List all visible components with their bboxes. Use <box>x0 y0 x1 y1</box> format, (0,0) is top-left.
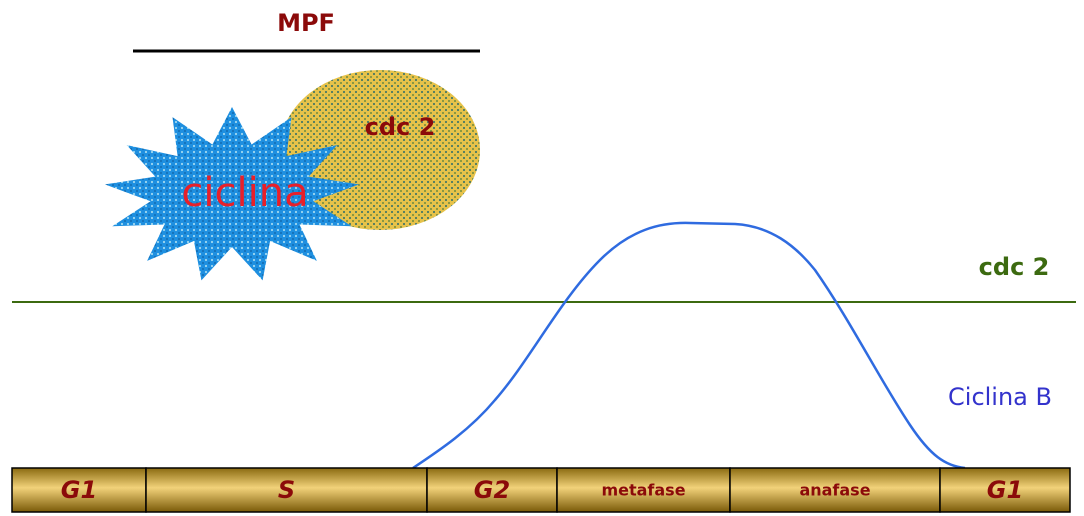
title: MPF <box>277 9 335 37</box>
ciclina-b-label: Ciclina B <box>948 383 1052 411</box>
phase-label: anafase <box>799 481 870 500</box>
ciclina-b-curve <box>413 223 965 468</box>
phase-label: G1 <box>61 476 97 504</box>
phase-label: G1 <box>987 476 1023 504</box>
cdc2-label: cdc 2 <box>365 113 436 141</box>
phase-label: S <box>278 476 295 504</box>
phase-bar: G1 S G2 metafase anafase G1 <box>12 468 1070 512</box>
phase-label: G2 <box>474 476 510 504</box>
diagram: MPF cdc 2 ciclina cdc 2 Ciclina B G1 S G2 m… <box>0 0 1084 516</box>
ciclina-label: ciclina <box>181 170 308 216</box>
phase-label: metafase <box>601 481 685 500</box>
cdc2-line-label: cdc 2 <box>979 253 1050 281</box>
